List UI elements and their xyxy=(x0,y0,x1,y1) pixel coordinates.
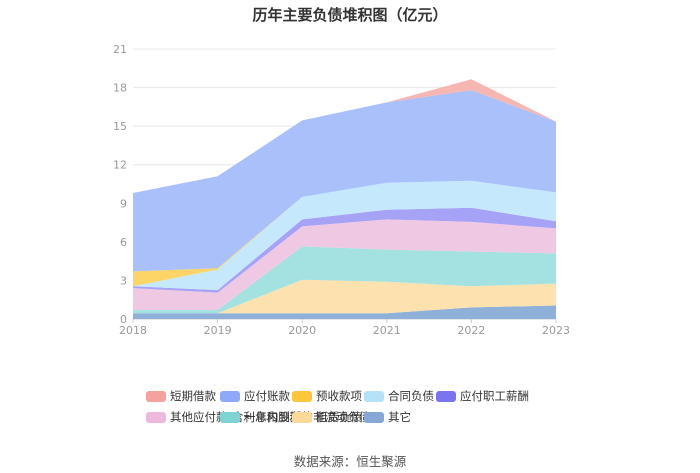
y-tick-label-12: 12 xyxy=(113,159,127,172)
legend-label: 合同负债 xyxy=(388,389,434,403)
legend-item[interactable]: 预收款项 xyxy=(292,389,364,403)
legend-swatch xyxy=(292,411,312,423)
y-tick-label-21: 21 xyxy=(113,43,127,56)
y-tick-label-6: 6 xyxy=(120,236,127,249)
legend-item[interactable]: 应付账款 xyxy=(220,389,292,403)
area-series-2 xyxy=(133,246,556,314)
legend-label: 应付账款 xyxy=(244,389,290,403)
legend-label: 其它 xyxy=(388,410,411,424)
y-tick-label-9: 9 xyxy=(120,197,127,210)
area-series-6 xyxy=(133,180,556,287)
area-series-0 xyxy=(133,305,556,319)
legend-label: 预收款项 xyxy=(316,389,362,403)
legend-swatch xyxy=(436,390,456,402)
x-tick-label-2020: 2020 xyxy=(288,324,316,337)
x-tick-label-2018: 2018 xyxy=(119,324,147,337)
y-tick-label-18: 18 xyxy=(113,82,127,95)
legend-item[interactable]: 一年内到期的非流动负债 xyxy=(220,410,371,424)
area-series-3 xyxy=(133,219,556,310)
legend-swatch xyxy=(364,390,384,402)
legend-swatch xyxy=(220,390,240,402)
legend-swatch xyxy=(292,390,312,402)
chart-title: 历年主要负债堆积图（亿元） xyxy=(252,6,448,24)
legend-label: 租赁负债 xyxy=(316,410,362,424)
chart-legend: 短期借款 应付账款 预收款项 合同负债 应付职工薪酬其他应付款(含利息和股利)一年内到期… xyxy=(146,389,606,424)
x-tick-label-2023: 2023 xyxy=(542,324,570,337)
x-tick-label-2022: 2022 xyxy=(457,324,485,337)
legend-label: 短期借款 xyxy=(170,389,216,403)
y-tick-label-0: 0 xyxy=(120,313,127,326)
legend-item[interactable]: 短期借款 xyxy=(146,389,220,403)
legend-item[interactable]: 其他应付款(含利息和股利) xyxy=(146,410,305,424)
legend-label: 应付职工薪酬 xyxy=(460,389,529,403)
legend-item[interactable]: 合同负债 xyxy=(364,389,436,403)
legend-swatch xyxy=(146,390,166,402)
area-series-1 xyxy=(133,279,556,314)
y-tick-label-3: 3 xyxy=(120,274,127,287)
x-tick-label-2019: 2019 xyxy=(204,324,232,337)
y-tick-label-15: 15 xyxy=(113,120,127,133)
legend-swatch xyxy=(364,411,384,423)
area-series-7 xyxy=(133,90,556,272)
legend-item[interactable]: 应付职工薪酬 xyxy=(436,389,529,403)
legend-item[interactable]: 其它 xyxy=(364,410,436,424)
legend-swatch xyxy=(146,411,166,423)
area-series-4 xyxy=(133,207,556,293)
legend-swatch xyxy=(220,411,240,423)
x-tick-label-2021: 2021 xyxy=(373,324,401,337)
area-series-5 xyxy=(133,180,556,291)
data-source: 数据来源：恒生聚源 xyxy=(293,454,407,469)
legend-item[interactable]: 租赁负债 xyxy=(292,410,364,424)
